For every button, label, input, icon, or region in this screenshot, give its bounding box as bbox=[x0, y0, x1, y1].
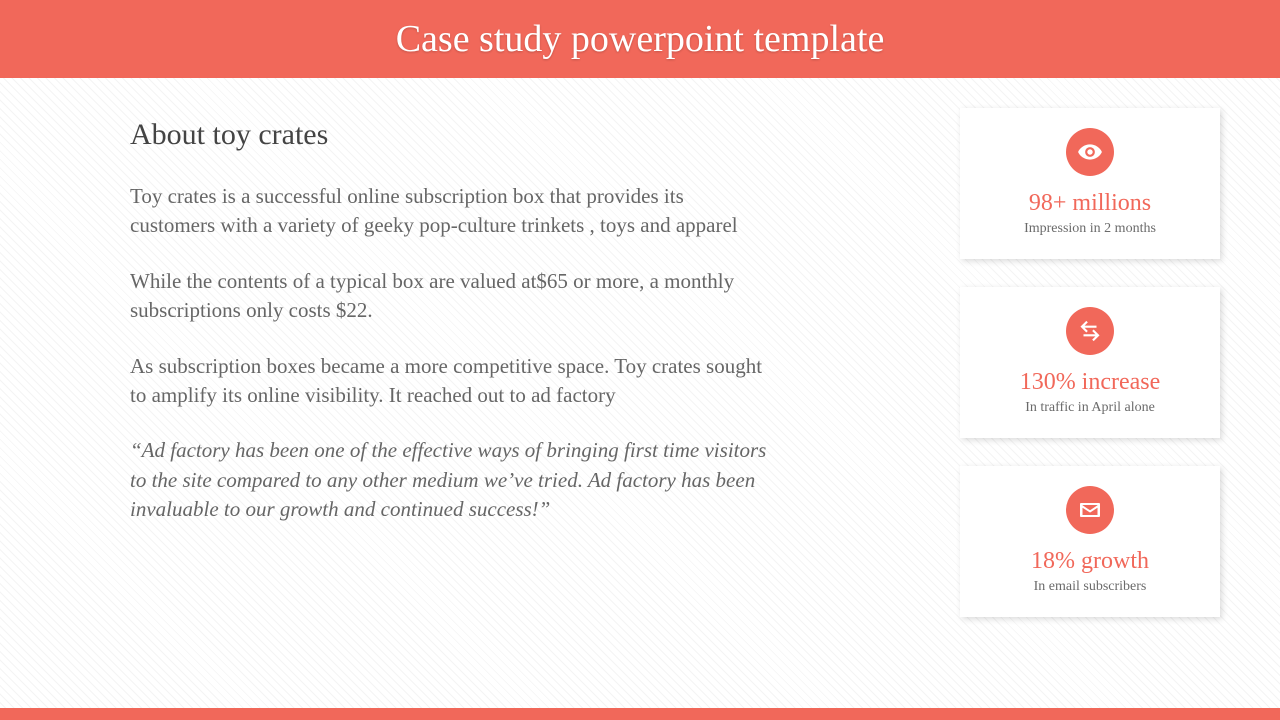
stat-subtext: In email subscribers bbox=[1034, 579, 1147, 595]
stat-subtext: In traffic in April alone bbox=[1025, 400, 1155, 416]
arrows-icon bbox=[1066, 307, 1114, 355]
stat-card-impressions: 98+ millions Impression in 2 months bbox=[960, 108, 1220, 259]
left-column: About toy crates Toy crates is a success… bbox=[0, 78, 960, 708]
content-area: About toy crates Toy crates is a success… bbox=[0, 78, 1280, 708]
right-column: 98+ millions Impression in 2 months 130%… bbox=[960, 78, 1280, 708]
stat-card-traffic: 130% increase In traffic in April alone bbox=[960, 287, 1220, 438]
stat-card-email: 18% growth In email subscribers bbox=[960, 466, 1220, 617]
footer-bar bbox=[0, 708, 1280, 720]
envelope-icon bbox=[1066, 486, 1114, 534]
header-bar: Case study powerpoint template bbox=[0, 0, 1280, 78]
slide: Case study powerpoint template About toy… bbox=[0, 0, 1280, 720]
stat-headline: 18% growth bbox=[1031, 548, 1149, 575]
eye-icon bbox=[1066, 128, 1114, 176]
slide-title: Case study powerpoint template bbox=[396, 17, 885, 61]
paragraph-2: While the contents of a typical box are … bbox=[130, 267, 770, 326]
stat-headline: 98+ millions bbox=[1029, 190, 1151, 217]
section-title: About toy crates bbox=[130, 118, 920, 152]
stat-subtext: Impression in 2 months bbox=[1024, 221, 1156, 237]
paragraph-1: Toy crates is a successful online subscr… bbox=[130, 182, 770, 241]
stat-headline: 130% increase bbox=[1020, 369, 1161, 396]
paragraph-3: As subscription boxes became a more comp… bbox=[130, 352, 770, 411]
quote-paragraph: “Ad factory has been one of the effectiv… bbox=[130, 436, 770, 524]
